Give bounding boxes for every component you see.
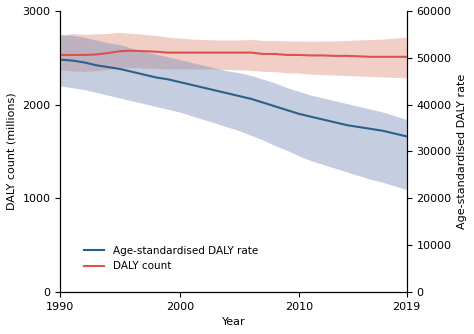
Legend: Age-standardised DALY rate, DALY count: Age-standardised DALY rate, DALY count (80, 242, 262, 275)
Y-axis label: Age-standardised DALY rate: Age-standardised DALY rate (457, 74, 467, 229)
Y-axis label: DALY count (millions): DALY count (millions) (7, 93, 17, 210)
X-axis label: Year: Year (222, 317, 246, 327)
